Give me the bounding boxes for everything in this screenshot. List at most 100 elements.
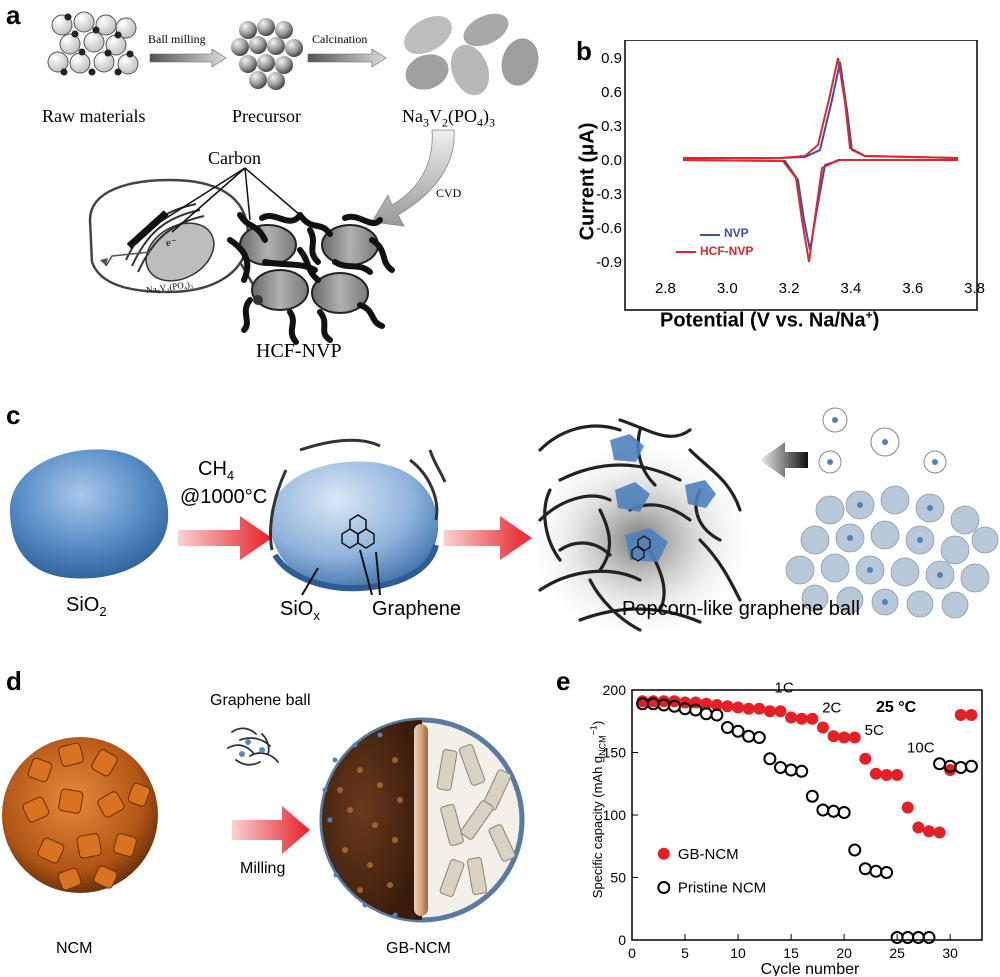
- nvp-formula-label: Na3V2(PO4)3: [402, 106, 495, 131]
- y-axis-label-sub: NCM: [597, 735, 608, 756]
- nvp-part-d: ): [483, 106, 490, 126]
- cvd-arrow: [371, 129, 455, 227]
- rate-label: 5C: [865, 722, 884, 739]
- data-point-gb-ncm: [785, 711, 798, 724]
- reaction-arrow-2: [444, 516, 532, 560]
- data-point-gb-ncm: [721, 700, 734, 713]
- popcorn-label: Popcorn-like graphene ball: [622, 598, 860, 620]
- x-tick-label: 15: [783, 945, 799, 961]
- temperature-label: @1000°C: [180, 486, 268, 508]
- data-point-gb-ncm: [774, 705, 787, 718]
- gb-ncm-grains: [436, 744, 516, 897]
- carbon-pointers: [159, 167, 301, 233]
- nvp-sub-1: 3: [423, 115, 429, 130]
- ncm-label: NCM: [56, 940, 93, 957]
- cv-ytick: 0.3: [601, 118, 622, 135]
- data-point-pristine-ncm: [964, 759, 978, 773]
- panel-e-label: e: [556, 666, 571, 696]
- data-point-gb-ncm: [657, 695, 670, 708]
- cv-xtick: 3.4: [840, 280, 862, 297]
- sio2-particle: [10, 449, 169, 579]
- carbon-label: Carbon: [208, 148, 261, 168]
- data-point-gb-ncm: [912, 821, 925, 834]
- milling-label: Milling: [240, 860, 286, 877]
- data-point-gb-ncm: [700, 697, 713, 710]
- sio2-sub: 2: [99, 604, 107, 619]
- data-point-pristine-ncm: [880, 866, 894, 879]
- gb-ncm-cut-plate: [414, 724, 428, 916]
- data-point-pristine-ncm: [699, 707, 713, 721]
- raw-materials-label: Raw materials: [42, 106, 146, 126]
- cv-ytick: 0.9: [601, 50, 622, 67]
- cv-xlabel: Potential (V vs. Na/Na+): [660, 308, 879, 333]
- cv-curves: [682, 57, 959, 263]
- data-point-pristine-ncm: [763, 752, 777, 766]
- data-point-gb-ncm: [880, 769, 893, 781]
- electron-label: e⁻: [166, 237, 177, 249]
- cv-curve-nvp: [682, 61, 959, 251]
- graphene-ball-icon: [227, 727, 279, 766]
- rate-label: 2C: [822, 700, 841, 717]
- panel-b-label: b: [576, 36, 592, 66]
- data-point-gb-ncm: [753, 702, 766, 715]
- temperature-label: 25 °C: [876, 699, 917, 716]
- y-tick-label: 100: [603, 807, 627, 823]
- y-tick-label: 50: [610, 870, 626, 886]
- x-axis-label: Cycle number: [761, 961, 860, 976]
- data-point-gb-ncm: [869, 767, 882, 780]
- nvp-sub-4: 3: [489, 115, 496, 130]
- calcination-arrow: [307, 48, 387, 68]
- ch4-label: CH4: [198, 458, 234, 483]
- assembly-arrow: [760, 442, 808, 478]
- cv-xlabel-sup: +: [865, 308, 873, 322]
- y-axis-label-end: ): [589, 720, 605, 726]
- ch4-text: CH: [198, 458, 227, 480]
- data-point-pristine-ncm: [827, 804, 841, 818]
- x-tick-label: 20: [836, 945, 852, 961]
- cv-xtick: 3.0: [716, 280, 738, 297]
- legend-hcf-nvp: HCF-NVP: [700, 244, 754, 258]
- data-point-gb-ncm: [891, 769, 904, 781]
- cv-xlabel-end: ): [872, 309, 880, 332]
- data-point-pristine-ncm: [742, 729, 756, 743]
- cv-ytick: 0.0: [601, 152, 622, 169]
- cv-xlabel-main: Potential (V vs. Na/Na: [660, 309, 866, 332]
- cv-ytick: -0.9: [596, 254, 622, 271]
- cvd-label: CVD: [436, 186, 462, 200]
- legend-marker-gb-ncm: [657, 847, 670, 860]
- panel-c-diagram: [10, 407, 999, 645]
- precursor-label: Precursor: [232, 106, 301, 126]
- cv-xtick: 2.8: [655, 280, 676, 297]
- x-tick-label: 25: [889, 945, 905, 961]
- hexagon-rings: [341, 514, 375, 549]
- legend-nvp: NVP: [724, 226, 749, 240]
- series-gb-ncm: [636, 695, 978, 839]
- data-point-pristine-ncm: [795, 764, 809, 778]
- panel-d-diagram: [2, 717, 525, 923]
- ncm-grains: [22, 742, 151, 891]
- popcorn-ball: [538, 418, 742, 632]
- siox-particle: [270, 461, 439, 589]
- data-point-gb-ncm: [838, 731, 851, 744]
- rate-labels: 0.1C 0.2C 0.5C 1C 2C 5C 10C 0.5C: [637, 680, 982, 757]
- cv-y-ticks: 0.9 0.6 0.3 0.0 -0.3 -0.6 -0.9: [588, 42, 622, 280]
- panel-d-label: d: [6, 666, 22, 696]
- data-point-gb-ncm: [806, 712, 819, 725]
- hcf-nvp-label: HCF-NVP: [256, 340, 342, 362]
- data-point-pristine-ncm: [901, 931, 915, 944]
- data-point-gb-ncm: [795, 712, 808, 725]
- data-point-gb-ncm: [742, 702, 755, 715]
- rate-label: 0.5C: [949, 680, 981, 684]
- data-point-gb-ncm: [763, 705, 776, 718]
- gb-ncm-texture: [337, 757, 403, 893]
- data-point-pristine-ncm: [922, 931, 936, 944]
- rate-label: 1C: [774, 680, 793, 697]
- panel-a-diagram: [47, 11, 539, 345]
- gb-ncm-graphene-dots: [322, 732, 398, 918]
- panel-c-label: c: [6, 400, 21, 430]
- data-point-gb-ncm: [933, 826, 946, 839]
- label-pointers: [301, 549, 381, 596]
- data-point-gb-ncm: [848, 731, 861, 744]
- data-point-pristine-ncm: [837, 806, 851, 819]
- data-point-pristine-ncm: [752, 731, 766, 744]
